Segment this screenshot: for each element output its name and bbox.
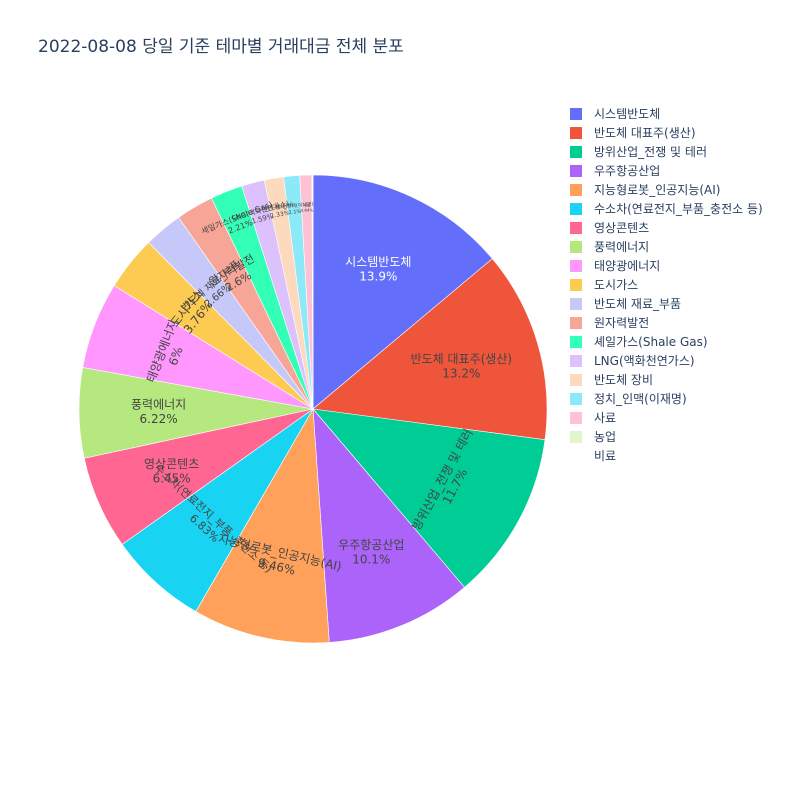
legend-item[interactable]: 태양광에너지 [566,256,763,275]
slice-label-percent: 10.1% [352,552,390,566]
pie-slice[interactable] [195,408,330,644]
legend-swatch [570,449,582,462]
slice-label-name: 우주항공산업 [338,538,404,552]
slice-label: 풍력에너지 6.22% [131,398,186,426]
slice-label-percent: 1.1% [288,209,301,216]
pie-slices [78,174,548,644]
legend-item[interactable]: 사료 [566,408,763,427]
legend-label: 수소차(연료전지_부품_충전소 등) [594,202,763,216]
legend-swatch [570,126,582,139]
legend-swatch [570,411,582,424]
legend-swatch [570,335,582,348]
legend-label: 풍력에너지 [594,240,650,254]
legend-swatch [570,221,582,234]
legend-item[interactable]: 정치_인맥(이재명) [566,389,763,408]
legend-swatch [570,107,582,120]
legend-item[interactable]: 반도체 재료_부품 [566,294,763,313]
slice-label-name: 사료 [303,202,311,208]
pie-slice[interactable] [312,174,493,410]
legend-swatch [570,316,582,329]
legend-item[interactable]: 반도체 장비 [566,370,763,389]
legend-label: 비료 [594,449,617,463]
slice-label-name: 영상콘텐츠 [144,457,199,471]
legend-swatch [570,278,582,291]
legend-item[interactable]: 방위산업_전쟁 및 테러 [566,142,763,161]
legend-label: 도시가스 [594,278,639,292]
legend-label: 정치_인맥(이재명) [594,392,687,406]
legend-swatch [570,392,582,405]
legend-label: 원자력발전 [594,316,650,330]
legend-item[interactable]: 수소차(연료전지_부품_충전소 등) [566,199,763,218]
pie-slice[interactable] [312,258,548,441]
slice-label: 우주항공산업 10.1% [338,538,404,566]
legend-label: 방위산업_전쟁 및 테러 [594,145,707,159]
legend-label: 태양광에너지 [594,259,661,273]
legend-item[interactable]: 지능형로봇_인공지능(AI) [566,180,763,199]
legend-label: 사료 [594,411,617,425]
chart-title: 2022-08-08 당일 기준 테마별 거래대금 전체 분포 [38,37,404,57]
legend-swatch [570,164,582,177]
legend-label: 시스템반도체 [594,107,661,121]
slice-label-percent: 6.45% [153,472,191,486]
legend-label: 반도체 재료_부품 [594,297,682,311]
slice-label: 영상콘텐츠 6.45% [144,457,199,485]
legend-swatch [570,183,582,196]
legend-swatch [570,373,582,386]
legend-swatch [570,354,582,367]
legend-item[interactable]: 시스템반도체 [566,104,763,123]
legend-item[interactable]: 셰일가스(Shale Gas) [566,332,763,351]
legend-item[interactable]: 농업 [566,427,763,446]
slice-label: 정치_인맥(이재명)1.1% [275,201,315,217]
slice-label: 시스템반도체 13.9% [345,255,411,283]
pie-slice[interactable] [312,408,546,588]
legend-item[interactable]: 영상콘텐츠 [566,218,763,237]
slice-label-name: 풍력에너지 [131,398,186,412]
slice-label-name: 시스템반도체 [345,255,411,269]
slice-label-percent: 6.22% [140,412,178,426]
legend-label: LNG(액화천연가스) [594,354,695,368]
slice-label-percent: 13.2% [442,366,480,380]
legend-label: 반도체 장비 [594,373,654,387]
legend-item[interactable]: 도시가스 [566,275,763,294]
legend-swatch [570,297,582,310]
slice-label-name: 정치_인맥(이재명) [275,201,314,212]
pie-slice[interactable] [312,408,465,643]
legend-swatch [570,259,582,272]
slice-label-percent: 1.33% [270,210,290,220]
slice-label: 사료0.84% [300,202,313,213]
legend-label: 반도체 대표주(생산) [594,126,696,140]
legend-label: 농업 [594,430,617,444]
legend-swatch [570,430,582,443]
legend-item[interactable]: 풍력에너지 [566,237,763,256]
slice-label-percent: 6% [166,345,186,368]
legend-item[interactable]: 반도체 대표주(생산) [566,123,763,142]
legend-label: 영상콘텐츠 [594,221,650,235]
slice-label: 반도체 대표주(생산) 13.2% [411,352,513,380]
legend-label: 우주항공산업 [594,164,661,178]
legend-item[interactable]: LNG(액화천연가스) [566,351,763,370]
legend-swatch [570,145,582,158]
legend-label: 지능형로봇_인공지능(AI) [594,183,721,197]
slice-label-percent: 0.84% [300,207,313,212]
legend-swatch [570,202,582,215]
slice-label-percent: 13.9% [359,269,397,283]
slice-label-name: 반도체 대표주(생산) [411,352,513,366]
legend-item[interactable]: 원자력발전 [566,313,763,332]
legend-item[interactable]: 우주항공산업 [566,161,763,180]
legend-label: 셰일가스(Shale Gas) [594,335,708,349]
legend-item[interactable]: 비료 [566,446,763,465]
legend-swatch [570,240,582,253]
